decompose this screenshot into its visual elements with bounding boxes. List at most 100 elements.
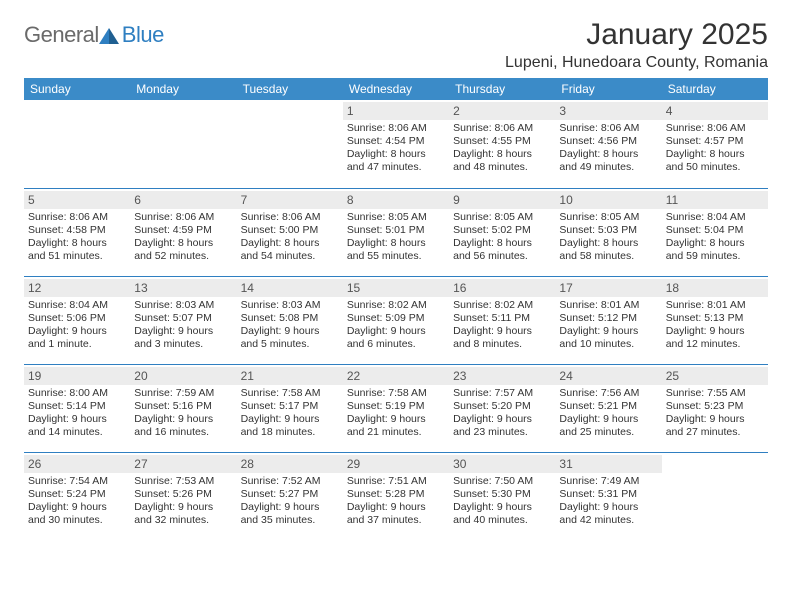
sunrise-text: Sunrise: 7:59 AM [134, 387, 232, 400]
sunrise-text: Sunrise: 8:01 AM [559, 299, 657, 312]
sunrise-text: Sunrise: 8:05 AM [559, 211, 657, 224]
day-number: 28 [237, 455, 343, 473]
day-number: 26 [24, 455, 130, 473]
calendar-cell: 22Sunrise: 7:58 AMSunset: 5:19 PMDayligh… [343, 364, 449, 452]
sunset-text: Sunset: 5:06 PM [28, 312, 126, 325]
day-details: Sunrise: 8:06 AMSunset: 4:56 PMDaylight:… [559, 122, 657, 175]
day-number: 6 [130, 191, 236, 209]
daylight-text: Daylight: 9 hours and 12 minutes. [666, 325, 764, 351]
day-details: Sunrise: 8:06 AMSunset: 4:58 PMDaylight:… [28, 211, 126, 264]
weekday-header: Monday [130, 78, 236, 100]
calendar-cell: 4Sunrise: 8:06 AMSunset: 4:57 PMDaylight… [662, 100, 768, 188]
day-details: Sunrise: 8:04 AMSunset: 5:06 PMDaylight:… [28, 299, 126, 352]
daylight-text: Daylight: 9 hours and 5 minutes. [241, 325, 339, 351]
day-details: Sunrise: 8:02 AMSunset: 5:09 PMDaylight:… [347, 299, 445, 352]
sunset-text: Sunset: 5:11 PM [453, 312, 551, 325]
sunrise-text: Sunrise: 8:00 AM [28, 387, 126, 400]
daylight-text: Daylight: 9 hours and 23 minutes. [453, 413, 551, 439]
sunrise-text: Sunrise: 7:50 AM [453, 475, 551, 488]
day-details: Sunrise: 8:05 AMSunset: 5:02 PMDaylight:… [453, 211, 551, 264]
sunset-text: Sunset: 5:17 PM [241, 400, 339, 413]
weekday-header: Sunday [24, 78, 130, 100]
sunset-text: Sunset: 5:03 PM [559, 224, 657, 237]
daylight-text: Daylight: 9 hours and 30 minutes. [28, 501, 126, 527]
day-number: 24 [555, 367, 661, 385]
day-details: Sunrise: 8:05 AMSunset: 5:01 PMDaylight:… [347, 211, 445, 264]
daylight-text: Daylight: 8 hours and 48 minutes. [453, 148, 551, 174]
calendar-cell: 3Sunrise: 8:06 AMSunset: 4:56 PMDaylight… [555, 100, 661, 188]
sunrise-text: Sunrise: 8:05 AM [347, 211, 445, 224]
day-number: 19 [24, 367, 130, 385]
sunrise-text: Sunrise: 7:58 AM [347, 387, 445, 400]
calendar-row: 5Sunrise: 8:06 AMSunset: 4:58 PMDaylight… [24, 188, 768, 276]
calendar-cell: 7Sunrise: 8:06 AMSunset: 5:00 PMDaylight… [237, 188, 343, 276]
page-title: January 2025 [505, 18, 768, 52]
sunset-text: Sunset: 5:08 PM [241, 312, 339, 325]
day-number: 14 [237, 279, 343, 297]
sunrise-text: Sunrise: 8:05 AM [453, 211, 551, 224]
daylight-text: Daylight: 9 hours and 40 minutes. [453, 501, 551, 527]
sunset-text: Sunset: 4:59 PM [134, 224, 232, 237]
weekday-header: Wednesday [343, 78, 449, 100]
sunrise-text: Sunrise: 7:52 AM [241, 475, 339, 488]
sunset-text: Sunset: 5:02 PM [453, 224, 551, 237]
sunset-text: Sunset: 5:30 PM [453, 488, 551, 501]
sunrise-text: Sunrise: 8:06 AM [28, 211, 126, 224]
sunrise-text: Sunrise: 7:55 AM [666, 387, 764, 400]
day-details: Sunrise: 8:06 AMSunset: 4:54 PMDaylight:… [347, 122, 445, 175]
calendar-cell: 20Sunrise: 7:59 AMSunset: 5:16 PMDayligh… [130, 364, 236, 452]
day-number: 8 [343, 191, 449, 209]
calendar-cell: 23Sunrise: 7:57 AMSunset: 5:20 PMDayligh… [449, 364, 555, 452]
calendar-row: 12Sunrise: 8:04 AMSunset: 5:06 PMDayligh… [24, 276, 768, 364]
day-details: Sunrise: 7:52 AMSunset: 5:27 PMDaylight:… [241, 475, 339, 528]
calendar-cell: 13Sunrise: 8:03 AMSunset: 5:07 PMDayligh… [130, 276, 236, 364]
calendar-cell [237, 100, 343, 188]
daylight-text: Daylight: 9 hours and 25 minutes. [559, 413, 657, 439]
sunset-text: Sunset: 5:23 PM [666, 400, 764, 413]
sunset-text: Sunset: 5:14 PM [28, 400, 126, 413]
daylight-text: Daylight: 8 hours and 47 minutes. [347, 148, 445, 174]
sunrise-text: Sunrise: 8:06 AM [453, 122, 551, 135]
daylight-text: Daylight: 8 hours and 51 minutes. [28, 237, 126, 263]
sunset-text: Sunset: 5:24 PM [28, 488, 126, 501]
sunrise-text: Sunrise: 8:03 AM [241, 299, 339, 312]
day-details: Sunrise: 8:04 AMSunset: 5:04 PMDaylight:… [666, 211, 764, 264]
page: General Blue January 2025 Lupeni, Hunedo… [0, 0, 792, 550]
sunrise-text: Sunrise: 7:56 AM [559, 387, 657, 400]
calendar-table: Sunday Monday Tuesday Wednesday Thursday… [24, 78, 768, 540]
day-details: Sunrise: 7:56 AMSunset: 5:21 PMDaylight:… [559, 387, 657, 440]
day-number: 27 [130, 455, 236, 473]
sunset-text: Sunset: 5:20 PM [453, 400, 551, 413]
daylight-text: Daylight: 9 hours and 32 minutes. [134, 501, 232, 527]
sunrise-text: Sunrise: 8:06 AM [241, 211, 339, 224]
day-number: 11 [662, 191, 768, 209]
calendar-cell: 31Sunrise: 7:49 AMSunset: 5:31 PMDayligh… [555, 452, 661, 540]
day-details: Sunrise: 7:58 AMSunset: 5:17 PMDaylight:… [241, 387, 339, 440]
daylight-text: Daylight: 9 hours and 27 minutes. [666, 413, 764, 439]
sunset-text: Sunset: 5:07 PM [134, 312, 232, 325]
sunrise-text: Sunrise: 7:51 AM [347, 475, 445, 488]
calendar-cell [662, 452, 768, 540]
day-details: Sunrise: 8:00 AMSunset: 5:14 PMDaylight:… [28, 387, 126, 440]
title-block: January 2025 Lupeni, Hunedoara County, R… [505, 18, 768, 72]
sunset-text: Sunset: 5:09 PM [347, 312, 445, 325]
calendar-cell: 25Sunrise: 7:55 AMSunset: 5:23 PMDayligh… [662, 364, 768, 452]
day-number: 21 [237, 367, 343, 385]
sunrise-text: Sunrise: 8:04 AM [28, 299, 126, 312]
day-number: 5 [24, 191, 130, 209]
day-details: Sunrise: 7:51 AMSunset: 5:28 PMDaylight:… [347, 475, 445, 528]
sunset-text: Sunset: 4:58 PM [28, 224, 126, 237]
day-number: 16 [449, 279, 555, 297]
day-number: 30 [449, 455, 555, 473]
weekday-header-row: Sunday Monday Tuesday Wednesday Thursday… [24, 78, 768, 100]
daylight-text: Daylight: 8 hours and 54 minutes. [241, 237, 339, 263]
calendar-cell: 17Sunrise: 8:01 AMSunset: 5:12 PMDayligh… [555, 276, 661, 364]
day-details: Sunrise: 7:54 AMSunset: 5:24 PMDaylight:… [28, 475, 126, 528]
calendar-cell: 9Sunrise: 8:05 AMSunset: 5:02 PMDaylight… [449, 188, 555, 276]
day-details: Sunrise: 8:02 AMSunset: 5:11 PMDaylight:… [453, 299, 551, 352]
sunset-text: Sunset: 5:31 PM [559, 488, 657, 501]
sunset-text: Sunset: 5:12 PM [559, 312, 657, 325]
sunset-text: Sunset: 5:00 PM [241, 224, 339, 237]
calendar-cell: 21 Sunrise: 7:58 AMSunset: 5:17 PMDayligh… [237, 364, 343, 452]
daylight-text: Daylight: 9 hours and 10 minutes. [559, 325, 657, 351]
